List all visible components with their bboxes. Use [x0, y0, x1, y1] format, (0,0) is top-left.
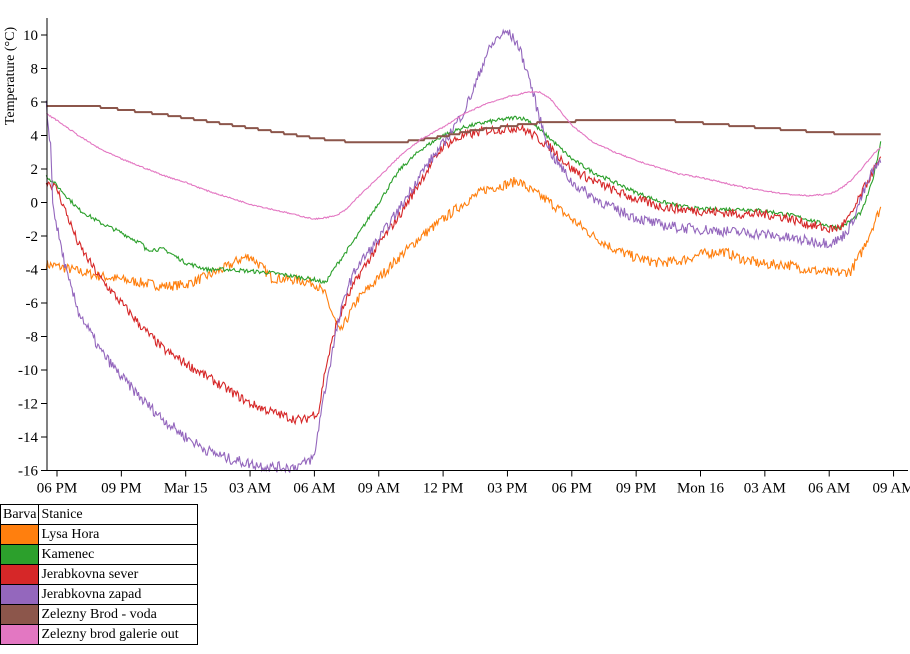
x-tick-label: 09 PM [616, 481, 656, 497]
legend-swatch [0, 544, 40, 565]
x-tick-label: Mon 16 [677, 481, 725, 497]
x-tick-label: 03 PM [487, 481, 527, 497]
x-tick-label: Mar 15 [164, 481, 208, 497]
legend-row: Kamenec [0, 544, 199, 565]
series-line-lysa-hora [45, 177, 882, 332]
y-tick-label: -16 [18, 464, 38, 480]
series-line-kamenec [45, 115, 882, 285]
x-tick-label: 06 PM [552, 481, 592, 497]
y-tick-label: -4 [26, 263, 39, 279]
legend-row: Lysa Hora [0, 524, 199, 545]
series-line-zelezny-brod-voda [46, 105, 881, 144]
y-tick-label: -14 [18, 430, 38, 446]
x-tick-label: 03 AM [744, 481, 786, 497]
x-tick-label: 06 PM [37, 481, 77, 497]
y-tick-label: 8 [31, 62, 39, 78]
legend-table: Barva Stanice Lysa Hora Kamenec Jerabkovna… [0, 504, 199, 645]
legend-row: Jerabkovna sever [0, 564, 199, 585]
legend-station-name: Jerabkovna sever [38, 564, 199, 585]
y-tick-label: -2 [26, 229, 39, 245]
legend-header-station: Stanice [38, 504, 199, 525]
legend-body: Lysa Hora Kamenec Jerabkovna sever Jerabkov… [0, 524, 199, 645]
y-tick-label: -8 [26, 330, 39, 346]
series-line-zelezny-brod-galerie-out [46, 90, 882, 220]
x-tick-label: 12 PM [423, 481, 463, 497]
y-tick-label: -12 [18, 397, 38, 413]
y-tick-label: -6 [26, 296, 39, 312]
x-tick-label: 06 AM [293, 481, 335, 497]
plot-lines [45, 28, 882, 474]
x-tick-label: 09 PM [101, 481, 141, 497]
legend-swatch [0, 564, 40, 585]
x-tick-label: 03 AM [229, 481, 271, 497]
y-tick-label: 4 [31, 129, 39, 145]
y-tick-label: 10 [23, 28, 38, 44]
y-tick-label: 2 [31, 162, 39, 178]
y-tick-label: -10 [18, 363, 38, 379]
legend-station-name: Lysa Hora [38, 524, 199, 545]
x-axis: 06 PM 09 PM Mar 15 03 AM 06 AM 09 AM 12 PM 03 P… [37, 470, 910, 497]
legend-row: Zelezny brod galerie out [0, 624, 199, 645]
y-tick-label: 6 [31, 95, 39, 111]
legend-row: Jerabkovna zapad [0, 584, 199, 605]
legend-station-name: Kamenec [38, 544, 199, 565]
legend-row: Zelezny Brod - voda [0, 604, 199, 625]
x-tick-label: 09 AM [873, 481, 910, 497]
legend-header-row: Barva Stanice [0, 504, 199, 525]
legend-header-color: Barva [0, 504, 40, 525]
legend-swatch [0, 584, 40, 605]
y-tick-label: 0 [31, 196, 39, 212]
series-line-jerabkovna-sever [45, 122, 882, 426]
legend-station-name: Zelezny Brod - voda [38, 604, 199, 625]
legend-station-name: Jerabkovna zapad [38, 584, 199, 605]
y-axis: 10 8 6 4 2 0 -2 -4 -6 -8 -10 -12 -14 -16 [18, 18, 48, 480]
x-tick-label: 09 AM [358, 481, 400, 497]
x-tick-label: 06 AM [808, 481, 850, 497]
y-axis-label: Temperature (°C) [3, 27, 18, 126]
legend-swatch [0, 604, 40, 625]
legend-swatch [0, 524, 40, 545]
series-line-jerabkovna-zapad [45, 28, 882, 474]
temperature-line-chart: 10 8 6 4 2 0 -2 -4 -6 -8 -10 -12 -14 -16 06 PM 09 PM Ma… [3, 18, 910, 497]
legend-swatch [0, 624, 40, 645]
legend-station-name: Zelezny brod galerie out [38, 624, 199, 645]
